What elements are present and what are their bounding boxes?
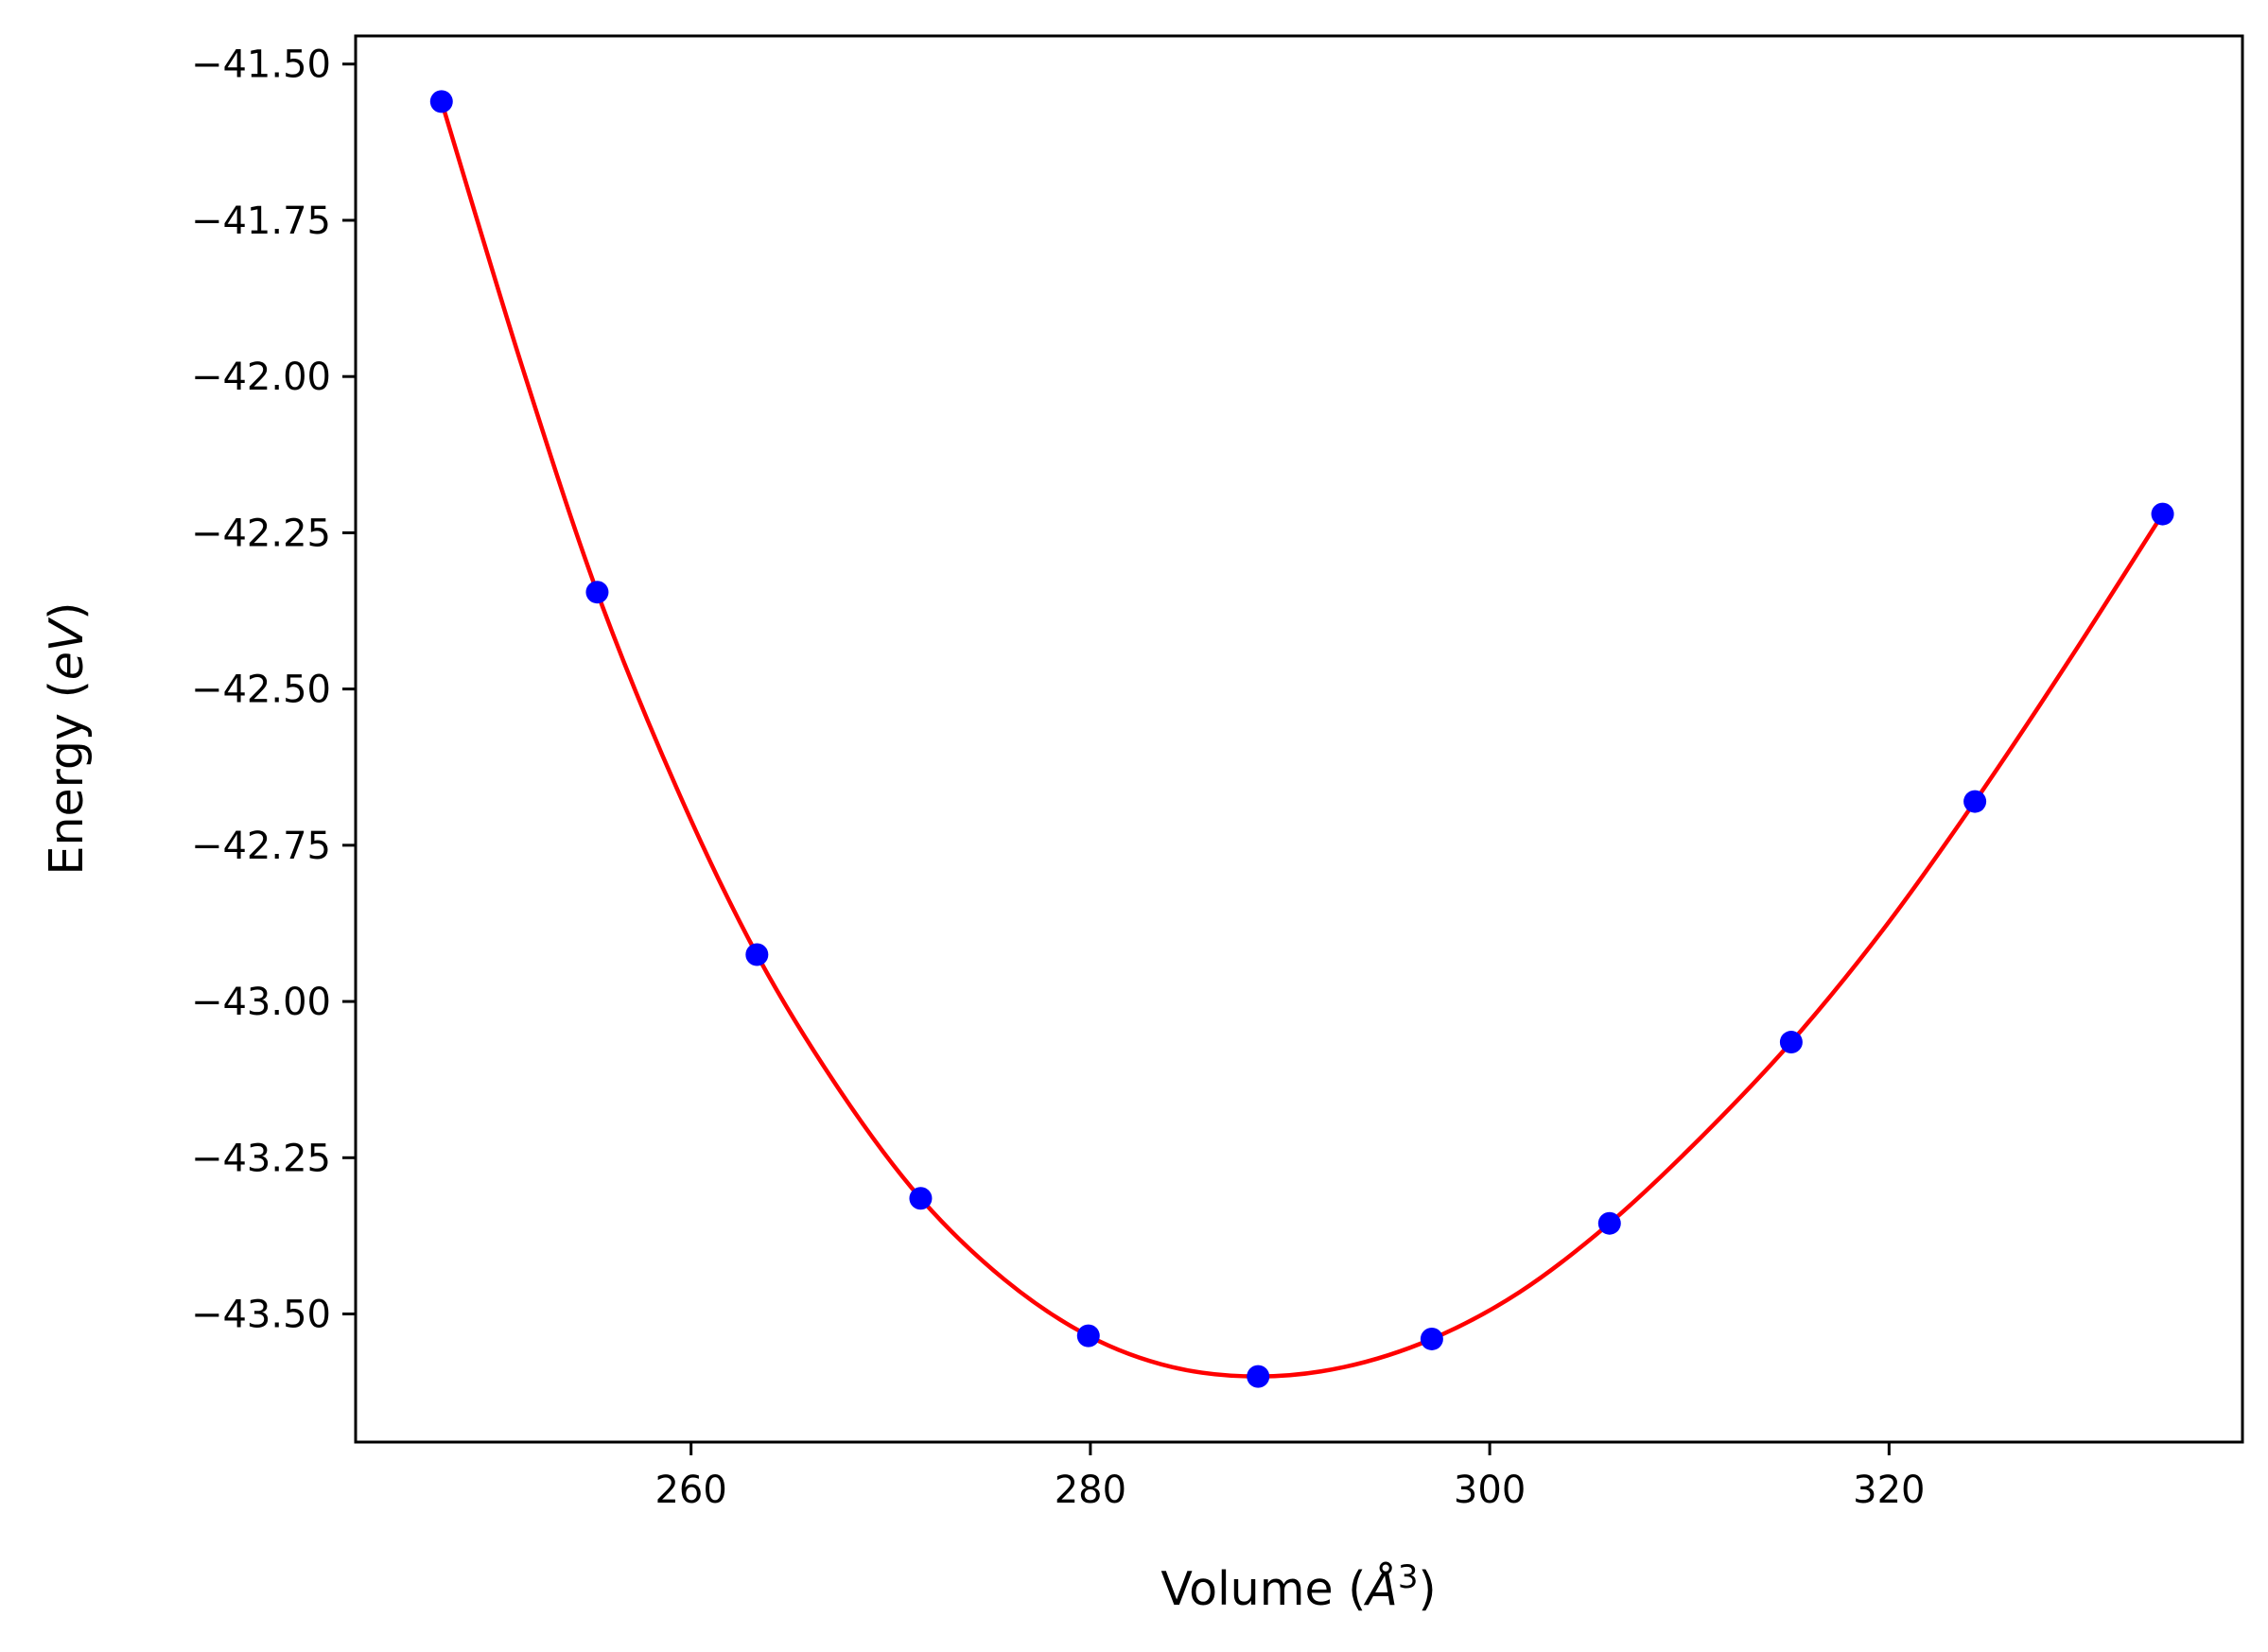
y-tick-label: −43.25 (191, 1137, 331, 1180)
y-tick-label: −43.50 (191, 1294, 331, 1337)
data-point (1963, 790, 1987, 813)
y-tick-label: −42.50 (191, 669, 331, 712)
data-point (1420, 1327, 1443, 1350)
data-point (1076, 1324, 1100, 1348)
x-tick-label: 260 (654, 1469, 726, 1512)
y-tick-label: −42.25 (191, 512, 331, 555)
data-point (585, 581, 609, 604)
fit-curve-line (439, 100, 2165, 1379)
axes-frame (354, 34, 2244, 1444)
data-point (2151, 502, 2174, 526)
x-tick-label: 320 (1853, 1469, 1925, 1512)
x-tick-label: 280 (1055, 1469, 1126, 1512)
data-point (429, 90, 453, 113)
y-tick-label: −42.75 (191, 825, 331, 868)
x-axis-ticks: 260 280 300 320 (654, 1442, 1926, 1512)
y-tick-label: −43.00 (191, 981, 331, 1024)
data-point (909, 1187, 933, 1210)
y-axis-title: Energy (eV) (40, 601, 94, 875)
y-axis-ticks: −41.50 −41.75 −42.00 −42.25 −42.50 −42.75 −43.… (191, 43, 356, 1337)
y-tick-label: −41.50 (191, 43, 331, 87)
x-axis-title: Volume (Å3) (1160, 1558, 1436, 1616)
data-point (745, 943, 769, 966)
fit-curve-layer (439, 100, 2165, 1379)
y-tick-label: −41.75 (191, 200, 331, 243)
x-tick-label: 300 (1454, 1469, 1526, 1512)
data-point (1247, 1365, 1270, 1388)
data-point (1597, 1211, 1621, 1235)
data-points-layer (429, 90, 2174, 1388)
y-tick-label: −42.00 (191, 356, 331, 399)
data-point (1779, 1031, 1803, 1054)
